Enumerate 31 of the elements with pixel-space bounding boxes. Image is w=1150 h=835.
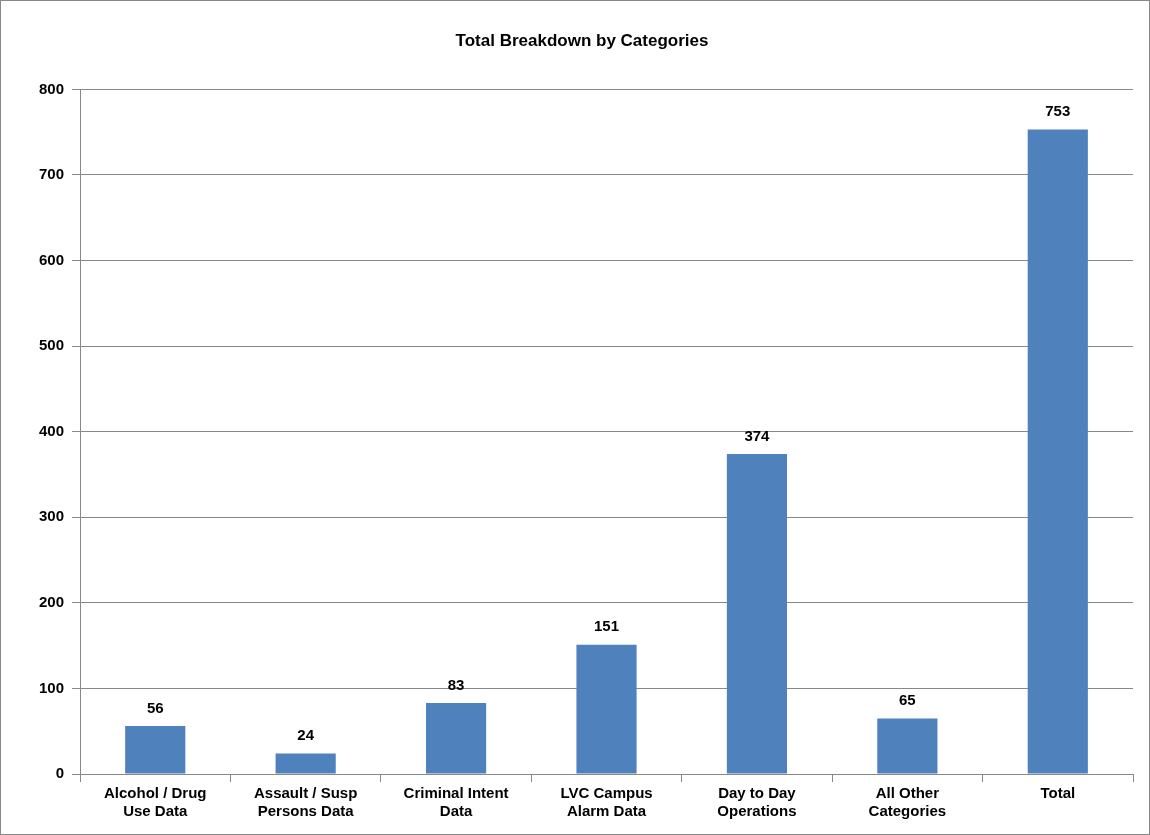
bar	[726, 453, 788, 774]
data-label: 151	[594, 617, 620, 635]
bar	[877, 718, 938, 774]
data-label: 374	[744, 426, 771, 444]
data-label: 65	[899, 691, 916, 709]
y-tick-label: 100	[39, 678, 65, 696]
bar	[125, 726, 186, 774]
bar	[1027, 129, 1088, 774]
x-tick-label: All Other Categories	[868, 784, 947, 820]
x-tick-label: Total	[1040, 784, 1076, 802]
y-tick-label: 200	[39, 592, 65, 610]
y-tick-label: 300	[39, 507, 65, 525]
chart-title: Total Breakdown by Categories	[455, 30, 709, 50]
y-tick-label: 700	[39, 165, 65, 183]
x-tick-label: Alcohol / Drug Use Data	[103, 784, 207, 820]
x-tick-label: Assault / Susp Persons Data	[253, 784, 358, 820]
data-label: 24	[297, 726, 315, 744]
y-tick-label: 400	[39, 421, 65, 439]
bar	[576, 644, 637, 774]
data-label: 753	[1045, 102, 1071, 120]
x-tick-label: LVC Campus Alarm Data	[560, 784, 653, 820]
bar	[426, 702, 487, 774]
y-tick-label: 500	[39, 336, 65, 354]
y-tick-label: 0	[55, 764, 65, 782]
y-tick-label: 600	[39, 250, 65, 268]
data-label: 56	[146, 698, 164, 716]
x-tick-label: Criminal Intent Data	[403, 784, 509, 820]
bar	[275, 753, 336, 774]
x-tick-label: Day to Day Operations	[717, 784, 797, 820]
y-tick-label: 800	[39, 79, 65, 97]
data-label: 83	[447, 675, 465, 693]
